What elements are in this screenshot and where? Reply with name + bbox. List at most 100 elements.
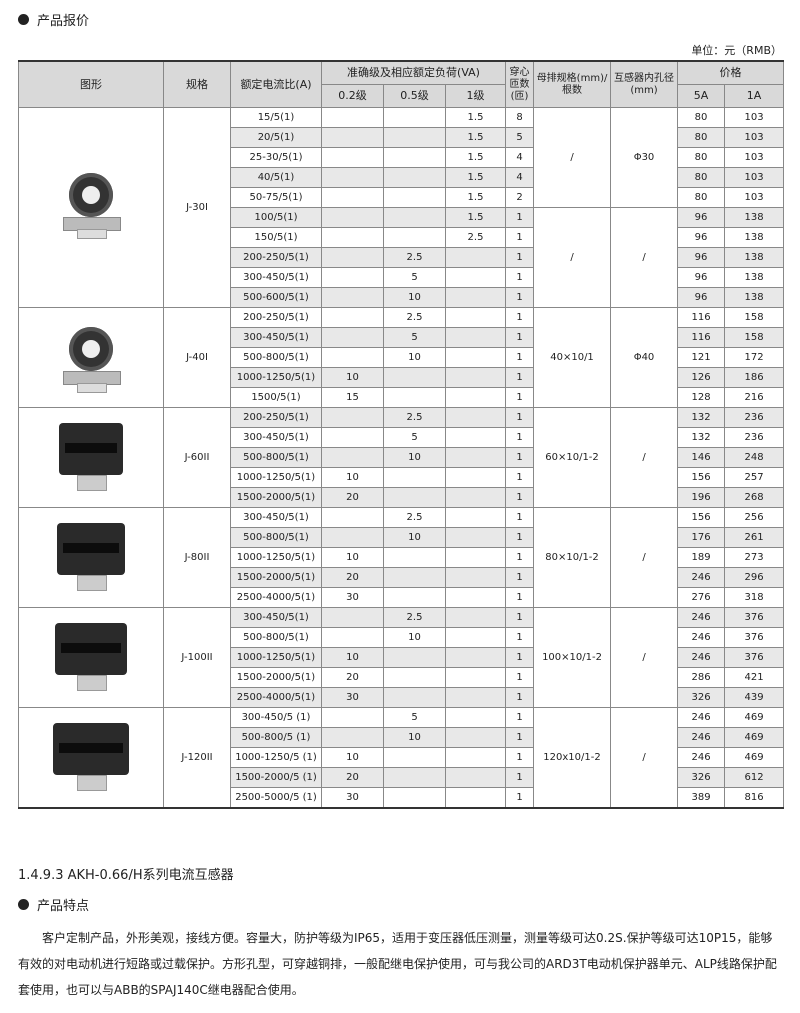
ratio-cell: 1500-2000/5(1) (230, 567, 322, 588)
class-1-cell (444, 307, 507, 328)
price-1a-cell: 257 (724, 467, 785, 488)
price-5a-cell: 286 (677, 667, 726, 688)
price-5a-cell: 326 (677, 767, 726, 788)
turns-cell: 1 (505, 327, 535, 348)
transformer-photo (59, 422, 123, 493)
turns-cell: 1 (505, 527, 535, 548)
class-1-cell (444, 287, 507, 308)
class-05-cell (383, 487, 446, 508)
table-row: 300-450/5(1) 5 1 96 138 (19, 267, 785, 288)
table-row: 50-75/5(1) 1.5 2 80 103 (19, 187, 785, 208)
busbar-cell: / (533, 207, 612, 308)
price-5a-cell: 156 (677, 507, 726, 528)
class-05-cell (383, 367, 446, 388)
class-05-cell (383, 747, 446, 768)
section-title: 产品特点 (37, 899, 90, 914)
turns-cell: 4 (505, 167, 535, 188)
class-05-cell (383, 467, 446, 488)
header-class-05: 0.5级 (383, 84, 446, 108)
price-5a-cell: 132 (677, 407, 726, 428)
ratio-cell: 500-800/5(1) (230, 627, 322, 648)
price-5a-cell: 326 (677, 687, 726, 708)
class-1-cell (444, 347, 507, 368)
class-05-cell (383, 387, 446, 408)
price-1a-cell: 273 (724, 547, 785, 568)
class-1-cell (444, 587, 507, 608)
header-class-1: 1级 (444, 84, 507, 108)
table-row: J-30I 15/5(1) 1.5 8/Φ30 80 103 (18, 107, 785, 308)
class-02-cell (321, 287, 384, 308)
product-image-cell (18, 507, 164, 608)
header-price-1a: 1A (724, 84, 785, 108)
class-1-cell: 1.5 (444, 187, 507, 208)
price-1a-cell: 236 (724, 427, 785, 448)
table-row: 2500-5000/5 (1) 30 1 389 816 (19, 787, 785, 809)
table-row: 500-800/5(1) 10 1 146 248 (19, 447, 785, 468)
class-05-cell: 2.5 (383, 247, 446, 268)
class-1-cell (444, 667, 507, 688)
class-05-cell (383, 647, 446, 668)
class-05-cell: 2.5 (383, 307, 446, 328)
turns-cell: 1 (505, 387, 535, 408)
class-02-cell (321, 327, 384, 348)
price-table: 图形 规格 额定电流比(A) 准确级及相应额定负荷(VA) 穿心匝数(匝) 母排… (18, 60, 785, 809)
turns-cell: 1 (505, 687, 535, 708)
price-1a-cell: 469 (724, 747, 785, 768)
class-05-cell (383, 567, 446, 588)
aperture-cell: / (610, 607, 679, 708)
price-5a-cell: 246 (677, 707, 726, 728)
class-02-cell (321, 247, 384, 268)
class-1-cell (444, 747, 507, 768)
class-02-cell (321, 167, 384, 188)
table-row: 1500/5(1) 15 1 128 216 (19, 387, 785, 408)
table-row: 2500-4000/5(1) 30 1 276 318 (19, 587, 785, 608)
busbar-cell: 40×10/1 (533, 307, 612, 408)
price-1a-cell: 376 (724, 627, 785, 648)
class-1-cell (444, 447, 507, 468)
price-5a-cell: 246 (677, 647, 726, 668)
class-1-cell (444, 407, 507, 428)
class-02-cell: 20 (321, 567, 384, 588)
subsection-heading: 1.4.9.3 AKH-0.66/H系列电流互感器 (18, 868, 234, 883)
class-1-cell (444, 607, 507, 628)
ratio-cell: 1000-1250/5(1) (230, 367, 322, 388)
price-1a-cell: 256 (724, 507, 785, 528)
aperture-cell: / (610, 207, 679, 308)
model-cell: J-40I (163, 307, 231, 408)
class-02-cell: 10 (321, 547, 384, 568)
header-image: 图形 (18, 60, 164, 108)
ratio-cell: 150/5(1) (230, 227, 322, 248)
class-02-cell (321, 207, 384, 228)
section-heading-features: 产品特点 (18, 895, 89, 914)
class-02-cell (321, 507, 384, 528)
turns-cell: 1 (505, 787, 535, 809)
price-5a-cell: 132 (677, 427, 726, 448)
price-5a-cell: 189 (677, 547, 726, 568)
turns-cell: 1 (505, 647, 535, 668)
class-02-cell: 10 (321, 647, 384, 668)
ratio-cell: 2500-4000/5(1) (230, 587, 322, 608)
class-1-cell (444, 507, 507, 528)
header-price-5a: 5A (677, 84, 726, 108)
price-5a-cell: 246 (677, 727, 726, 748)
table-row: 300-450/5(1) 5 1 116 158 (19, 327, 785, 348)
class-02-cell (321, 727, 384, 748)
class-1-cell (444, 487, 507, 508)
price-1a-cell: 138 (724, 207, 785, 228)
ratio-cell: 300-450/5(1) (230, 507, 322, 528)
price-5a-cell: 128 (677, 387, 726, 408)
price-5a-cell: 96 (677, 227, 726, 248)
class-05-cell (383, 107, 446, 128)
turns-cell: 4 (505, 147, 535, 168)
section-heading-pricing: 产品报价 (18, 10, 89, 29)
class-05-cell: 5 (383, 427, 446, 448)
class-02-cell: 30 (321, 587, 384, 608)
header-busbar: 母排规格(mm)/根数 (533, 60, 612, 108)
ratio-cell: 200-250/5(1) (230, 307, 322, 328)
turns-cell: 1 (505, 447, 535, 468)
price-5a-cell: 80 (677, 147, 726, 168)
turns-cell: 1 (505, 567, 535, 588)
busbar-cell: 80×10/1-2 (533, 507, 612, 608)
product-image-cell (18, 107, 164, 308)
turns-cell: 8 (505, 107, 535, 128)
